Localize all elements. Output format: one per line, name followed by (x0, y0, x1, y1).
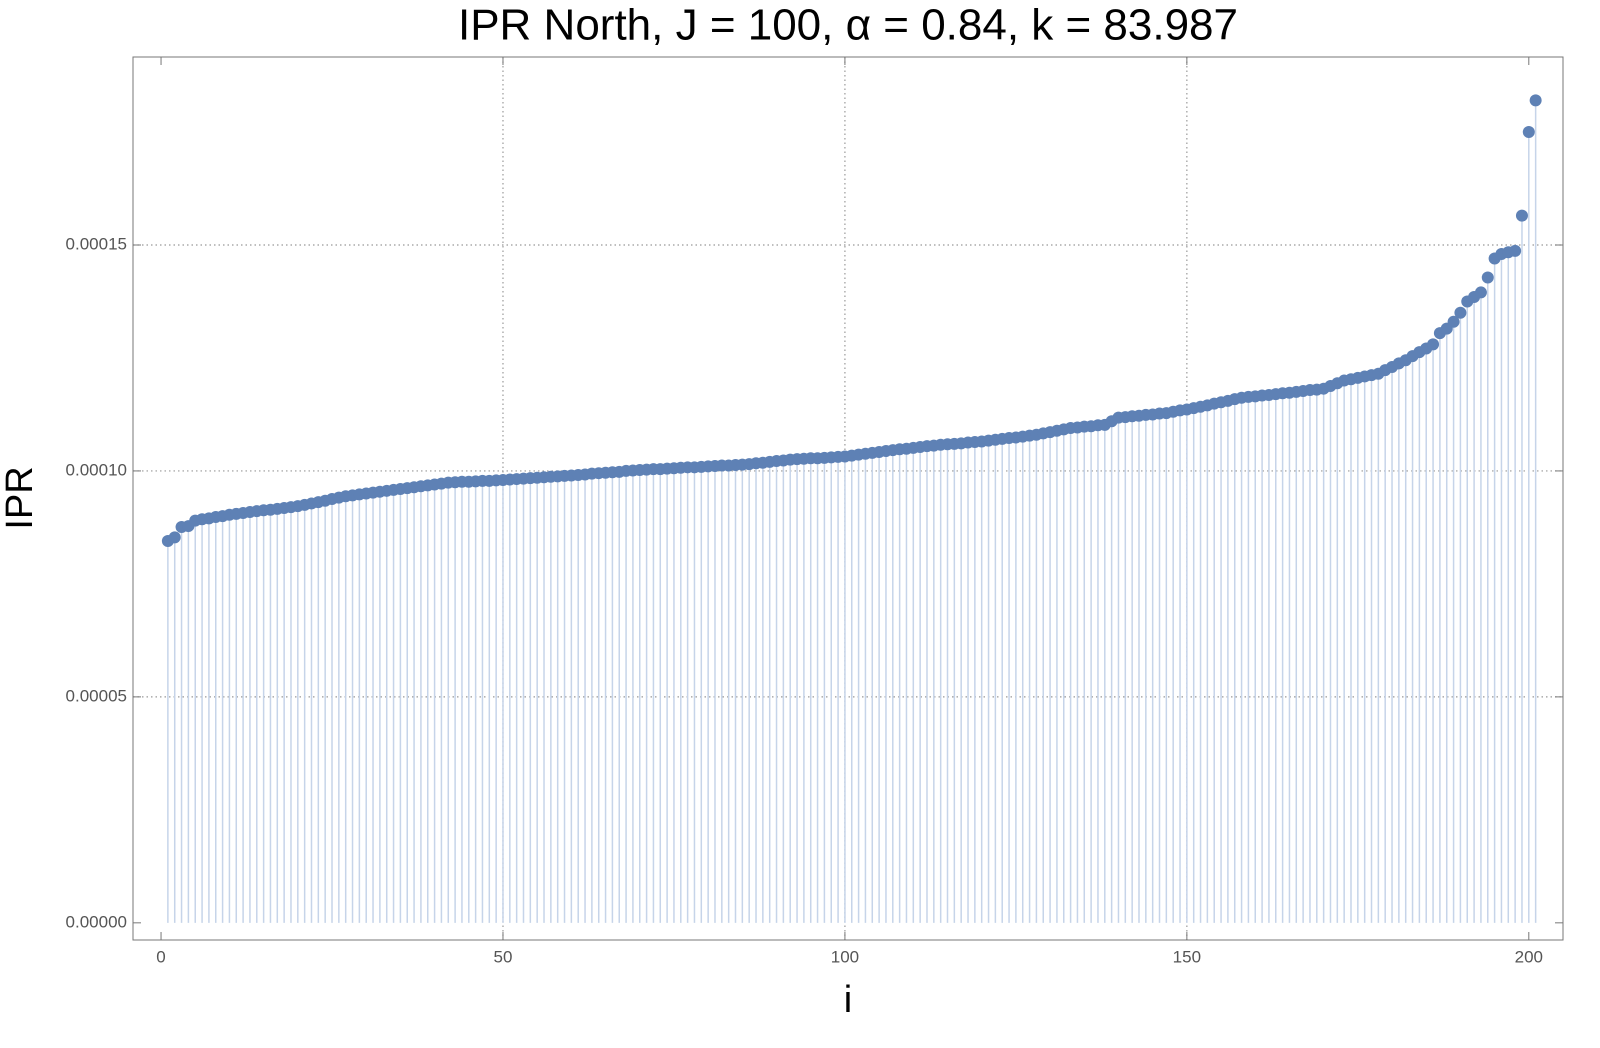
point (1474, 286, 1487, 299)
x-tick-label: 50 (494, 947, 513, 966)
point (1454, 306, 1467, 319)
y-tick-label: 0.00000 (66, 912, 127, 931)
point (1447, 315, 1460, 328)
point (1427, 338, 1440, 351)
x-axis-label: i (844, 979, 852, 1021)
y-axis-label: IPR (0, 466, 41, 529)
point (1515, 209, 1528, 222)
x-tick-label: 200 (1515, 947, 1543, 966)
point (1509, 244, 1522, 257)
y-tick-label: 0.00015 (66, 234, 127, 253)
point (1522, 126, 1535, 139)
chart-title: IPR North, J = 100, α = 0.84, k = 83.987 (458, 1, 1238, 50)
y-tick-label: 0.00010 (66, 460, 127, 479)
point (168, 531, 181, 544)
point (1529, 94, 1542, 107)
x-tick-label: 100 (831, 947, 859, 966)
point (1481, 271, 1494, 284)
y-tick-label: 0.00005 (66, 686, 127, 705)
plot-frame (132, 56, 1564, 941)
x-tick-label: 0 (156, 947, 165, 966)
x-tick-label: 150 (1173, 947, 1201, 966)
